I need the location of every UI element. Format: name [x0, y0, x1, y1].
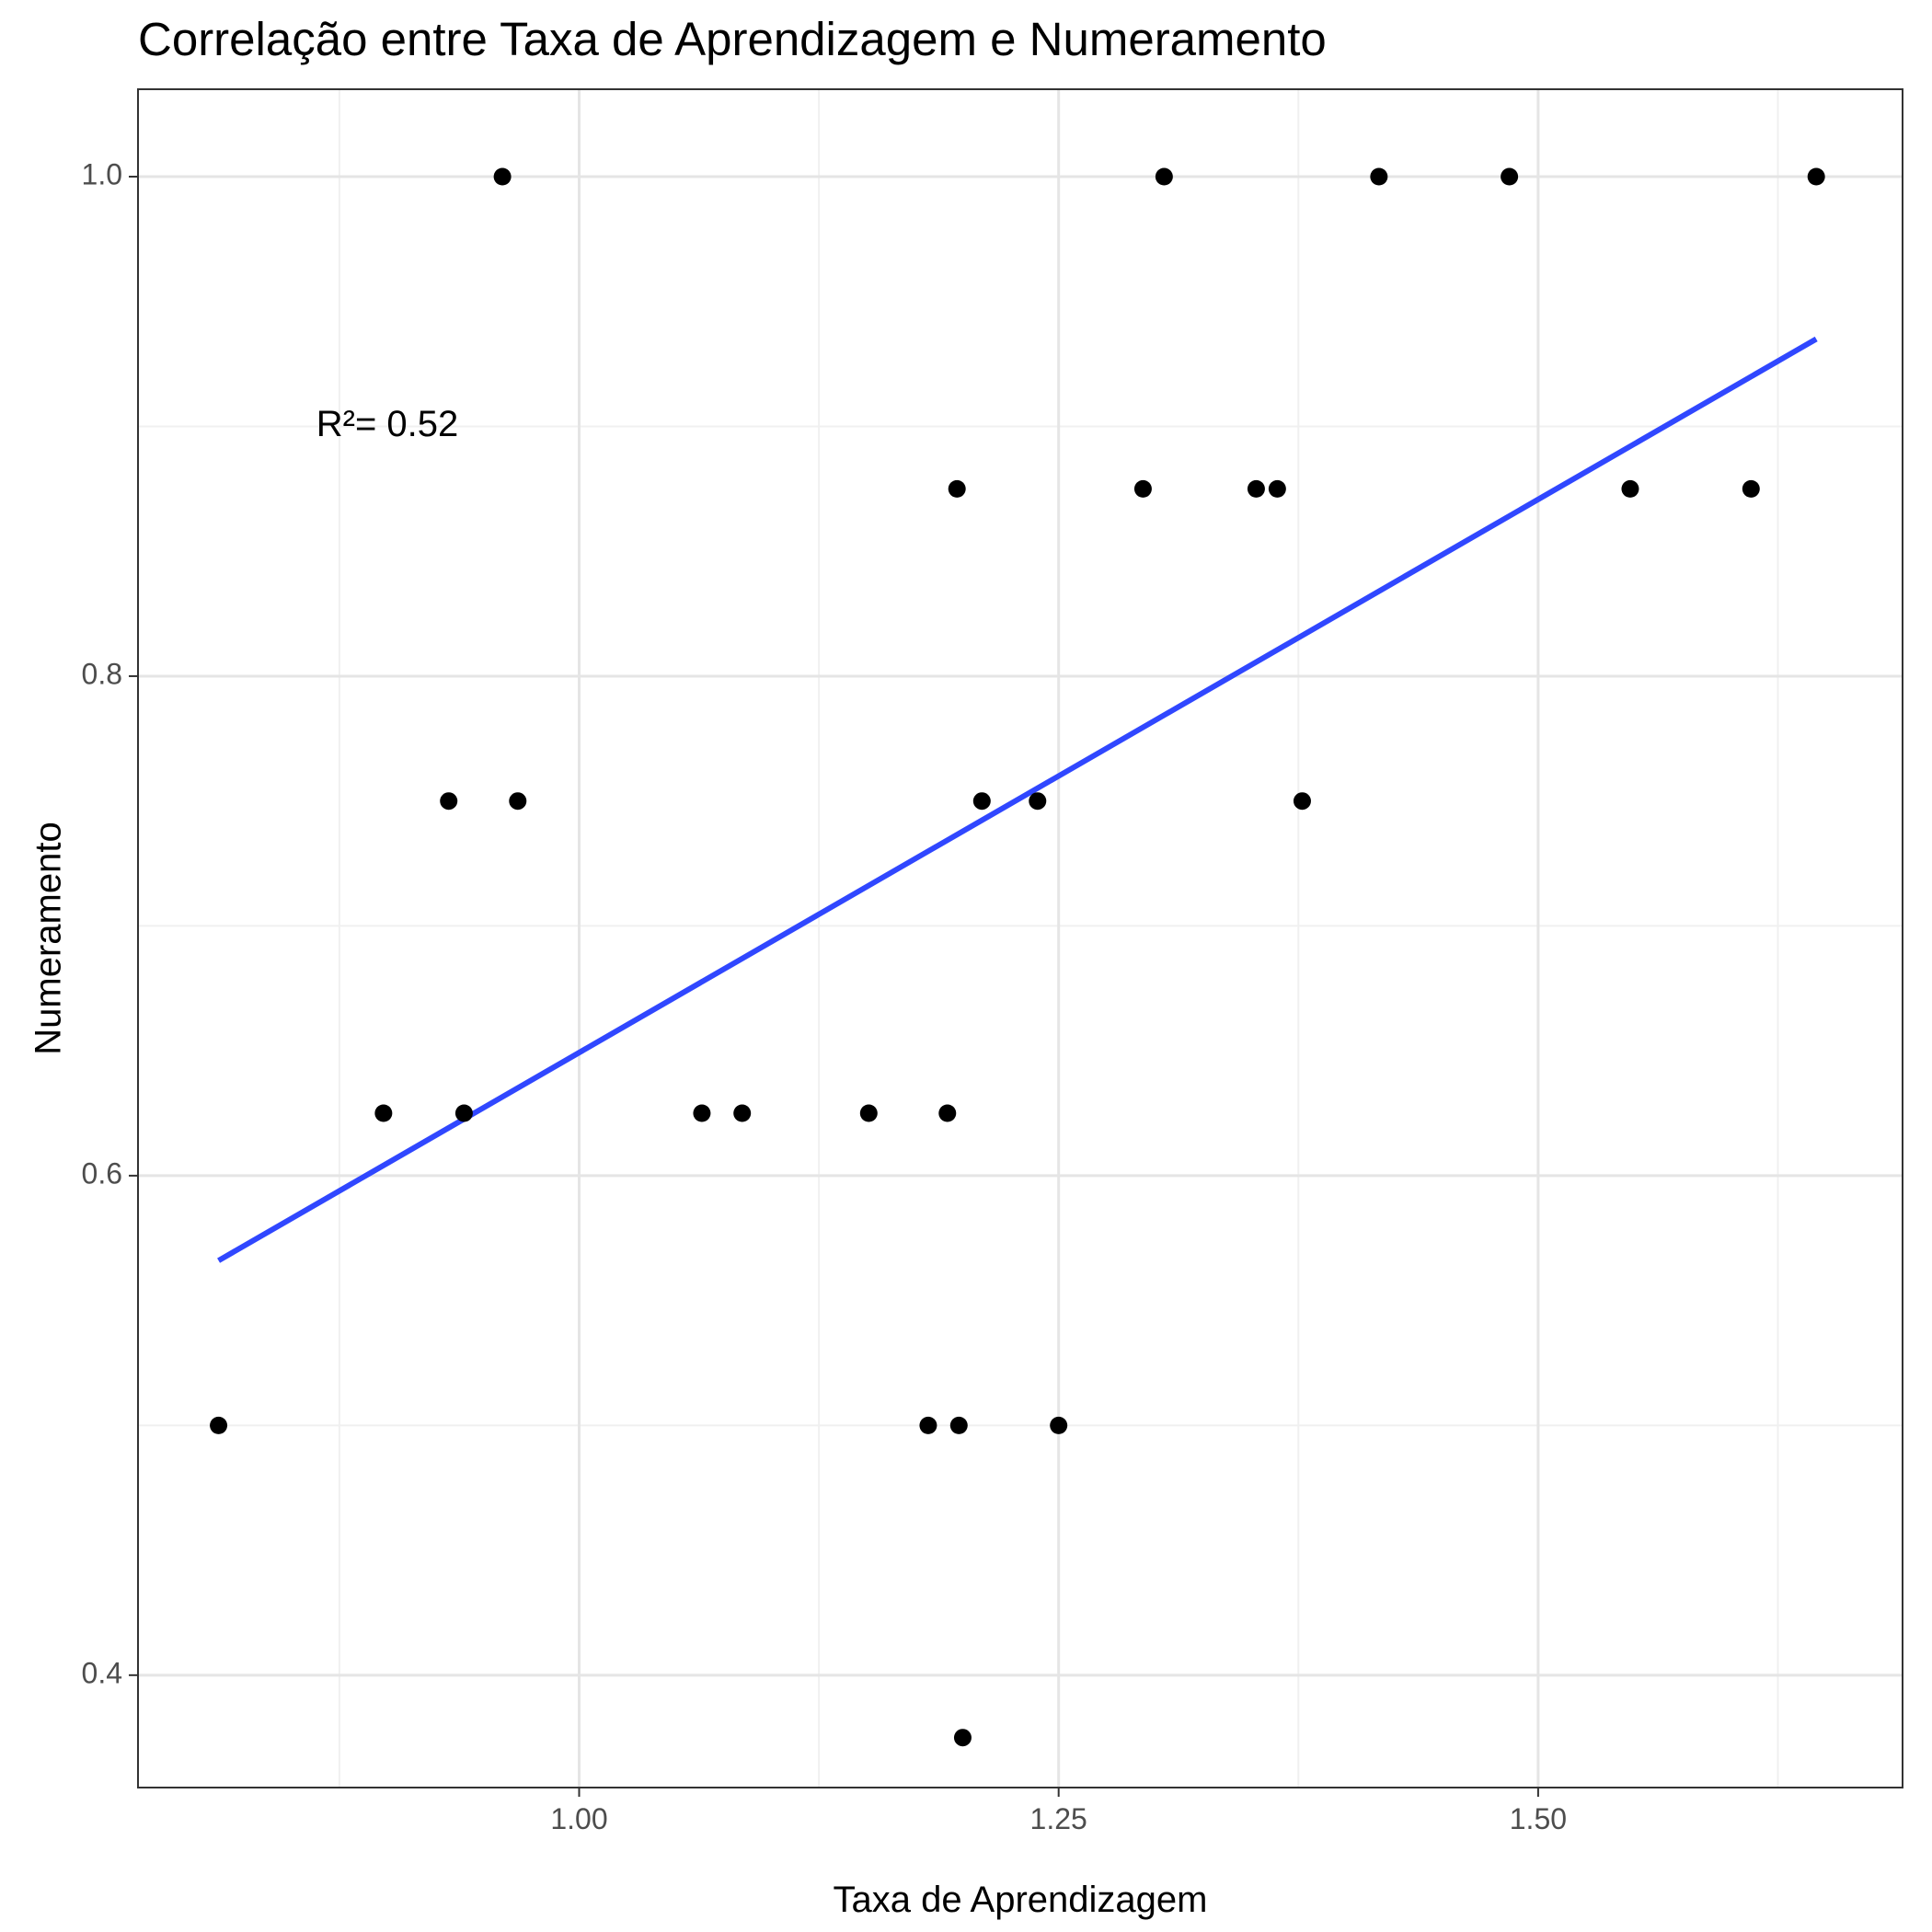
data-point	[1501, 167, 1519, 186]
data-point	[374, 1104, 393, 1122]
x-tick-label: 1.50	[1510, 1802, 1567, 1835]
y-tick-label: 0.8	[82, 657, 122, 690]
data-point	[1621, 479, 1639, 498]
data-point	[1293, 792, 1311, 811]
x-axis-ticks: 1.00 1.25 1.50	[550, 1788, 1567, 1835]
data-point	[1133, 479, 1152, 498]
x-tick-label: 1.00	[550, 1802, 607, 1835]
data-point	[493, 167, 512, 186]
data-point	[972, 792, 991, 811]
data-point	[953, 1729, 972, 1747]
r-squared-annotation: R²= 0.52	[316, 404, 459, 444]
data-point	[210, 1416, 228, 1434]
data-point	[1807, 167, 1825, 186]
y-axis-ticks: 0.4 0.6 0.8 1.0	[82, 157, 138, 1689]
data-points	[210, 167, 1825, 1747]
data-point	[948, 479, 966, 498]
data-point	[938, 1104, 957, 1122]
data-point	[509, 792, 527, 811]
data-point	[1050, 1416, 1068, 1434]
chart-title: Correlação entre Taxa de Aprendizagem e …	[138, 13, 1327, 65]
data-point	[1155, 167, 1173, 186]
data-point	[440, 792, 458, 811]
minor-gridlines	[138, 89, 1903, 1788]
data-point	[859, 1104, 878, 1122]
data-point	[454, 1104, 473, 1122]
data-point	[1742, 479, 1760, 498]
data-point	[1268, 479, 1286, 498]
y-tick-label: 0.6	[82, 1156, 122, 1190]
data-point	[1029, 792, 1047, 811]
x-tick-label: 1.25	[1030, 1802, 1087, 1835]
data-point	[693, 1104, 711, 1122]
x-axis-title: Taxa de Aprendizagem	[834, 1880, 1208, 1920]
y-tick-label: 1.0	[82, 157, 122, 190]
regression-line	[217, 336, 1818, 1263]
major-gridlines	[138, 89, 1903, 1788]
data-point	[949, 1416, 968, 1434]
data-point	[1247, 479, 1265, 498]
data-point	[919, 1416, 937, 1434]
panel-border	[137, 88, 1903, 1788]
data-point	[733, 1104, 752, 1122]
regression-line-group	[217, 336, 1818, 1263]
data-point	[1370, 167, 1388, 186]
y-axis-title: Numeramento	[29, 822, 69, 1054]
y-tick-label: 0.4	[82, 1656, 122, 1689]
